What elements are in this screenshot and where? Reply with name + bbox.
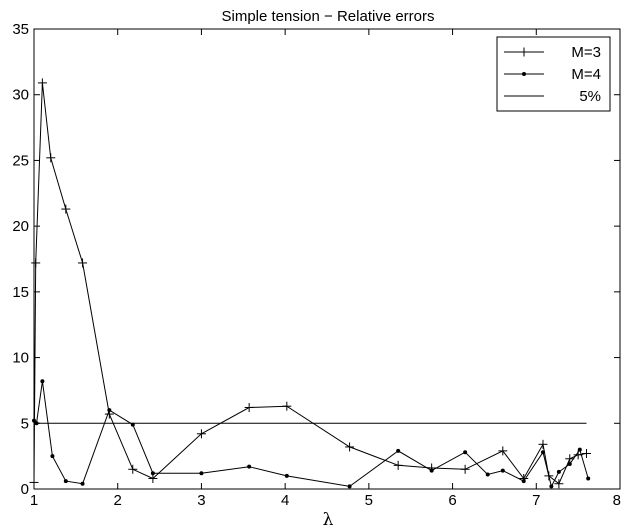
legend-entry: 5% — [504, 88, 601, 105]
y-axis: 0 5 10 15 20 25 30 35 — [12, 21, 620, 498]
x-axis: 1 2 3 4 5 6 7 8 — [30, 29, 621, 509]
data-point — [396, 448, 401, 453]
data-point — [521, 479, 526, 484]
data-point — [556, 469, 561, 474]
y-tick-label: 15 — [12, 284, 29, 301]
series-m-3 — [29, 78, 592, 489]
x-tick-label: 6 — [448, 492, 456, 509]
data-point — [199, 471, 204, 476]
x-tick-label: 8 — [613, 492, 621, 509]
y-tick-label: 0 — [21, 481, 29, 498]
data-point — [63, 479, 68, 484]
y-tick-label: 25 — [12, 152, 29, 169]
data-point — [500, 468, 505, 473]
series-layer — [29, 78, 592, 489]
data-point — [429, 468, 434, 473]
data-point — [549, 484, 554, 489]
legend-label: 5% — [579, 88, 601, 105]
data-point — [80, 481, 85, 486]
legend-entry: M=3 — [504, 44, 601, 61]
series-m-4 — [32, 379, 591, 489]
data-point — [150, 471, 155, 476]
chart-title: Simple tension − Relative errors — [221, 8, 434, 25]
data-point — [107, 408, 112, 413]
legend-box — [496, 36, 611, 112]
data-point — [284, 473, 289, 478]
x-axis-label: λ — [323, 510, 334, 527]
data-point — [577, 447, 582, 452]
y-tick-label: 5 — [21, 415, 29, 432]
legend-label: M=3 — [571, 44, 601, 61]
y-tick-label: 20 — [12, 218, 29, 235]
y-tick-label: 35 — [12, 21, 29, 38]
legend-label: M=4 — [571, 66, 601, 83]
data-point — [540, 450, 545, 455]
data-point — [463, 450, 468, 455]
x-tick-label: 1 — [30, 492, 38, 509]
data-point — [567, 462, 572, 467]
legend: M=3 M=4 5% — [496, 36, 611, 112]
x-tick-label: 2 — [114, 492, 122, 509]
data-point — [32, 418, 36, 423]
data-point — [347, 484, 352, 489]
legend-entry: M=4 — [504, 66, 601, 83]
series-line — [33, 82, 587, 485]
data-point — [485, 472, 490, 477]
data-point — [40, 379, 45, 384]
data-point — [586, 476, 591, 481]
legend-marker — [522, 72, 526, 76]
y-tick-label: 30 — [12, 87, 29, 104]
data-point — [247, 464, 252, 469]
data-point — [50, 454, 55, 459]
x-tick-label: 7 — [532, 492, 540, 509]
x-tick-label: 3 — [197, 492, 205, 509]
y-tick-label: 10 — [12, 350, 29, 367]
x-tick-label: 4 — [281, 492, 289, 509]
x-tick-label: 5 — [365, 492, 373, 509]
